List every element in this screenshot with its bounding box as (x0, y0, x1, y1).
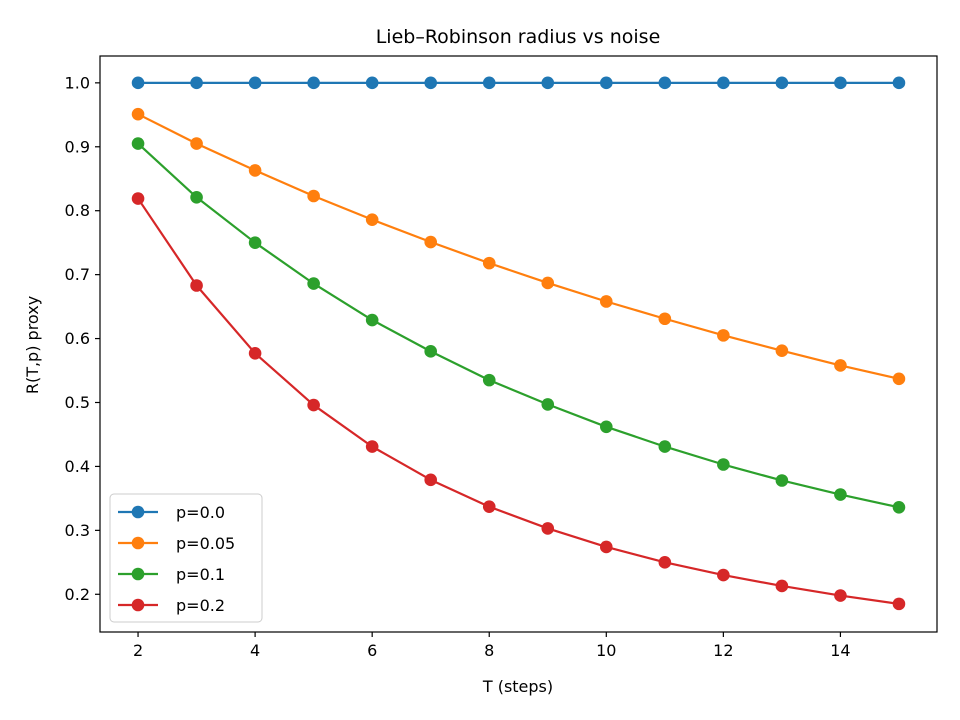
x-tick-label: 2 (133, 641, 143, 660)
legend-box (109, 493, 263, 623)
x-tick-label: 14 (830, 641, 850, 660)
legend-label: p=0.2 (176, 596, 225, 615)
legend-item: p=0.1 (118, 565, 225, 584)
legend-label: p=0.05 (176, 534, 235, 553)
series-p=0.1 (131, 137, 906, 514)
data-point (424, 473, 438, 487)
data-point (248, 76, 262, 90)
y-tick-label: 0.3 (65, 521, 90, 540)
data-point (541, 276, 555, 290)
data-point (424, 76, 438, 90)
plot-area: 2 4 6 8 10 12 14 0.2 0.3 0.4 0.5 0.6 0.7 0.8 0.9 1.0 (65, 55, 938, 660)
data-point (365, 76, 379, 90)
y-tick-label: 0.8 (65, 201, 90, 220)
legend-item: p=0.0 (118, 503, 225, 522)
data-point (658, 76, 672, 90)
data-point (482, 500, 496, 513)
series-line-p=0.2 (137, 197, 900, 605)
data-point (131, 137, 145, 150)
data-point (307, 189, 320, 203)
data-point (775, 76, 789, 90)
data-point (834, 359, 847, 372)
x-tick-label: 6 (367, 641, 377, 660)
data-point (541, 398, 555, 411)
series-p=0.0 (131, 76, 906, 90)
legend-marker (131, 598, 145, 612)
data-point (892, 597, 906, 611)
data-point (541, 76, 555, 90)
data-point (599, 540, 613, 554)
legend-marker (131, 536, 145, 550)
data-point (775, 474, 789, 487)
data-point (717, 329, 730, 342)
data-point (834, 589, 847, 602)
legend-label: p=0.0 (176, 503, 225, 522)
data-point (599, 295, 613, 308)
x-tick-label: 4 (250, 641, 260, 660)
y-tick-label: 0.5 (65, 393, 90, 412)
y-axis-label: R(T,p) proxy (23, 296, 42, 394)
data-point (892, 76, 906, 90)
series-line-p=0.05 (137, 113, 900, 380)
data-point (775, 344, 789, 358)
data-point (131, 107, 145, 121)
data-point (365, 440, 379, 453)
legend-marker (131, 567, 145, 581)
data-point (599, 420, 613, 434)
data-point (717, 458, 730, 471)
legend: p=0.0 p=0.05 p=0.1 p=0.2 (109, 493, 263, 623)
plot-frame (99, 55, 938, 633)
data-point (190, 279, 203, 292)
data-point (190, 190, 203, 204)
x-tick-label: 12 (713, 641, 733, 660)
data-point (892, 501, 906, 514)
data-point (658, 440, 672, 453)
data-point (541, 522, 555, 535)
series-p=0.05 (131, 107, 906, 386)
y-tick-label: 0.9 (65, 137, 90, 156)
x-tick-label: 10 (596, 641, 616, 660)
data-point (775, 579, 789, 593)
series-line-p=0.1 (137, 142, 900, 509)
data-point (482, 256, 496, 270)
data-point (424, 235, 438, 249)
x-tick-label: 8 (484, 641, 494, 660)
data-point (248, 346, 262, 360)
legend-item: p=0.2 (118, 596, 225, 615)
y-tick-label: 1.0 (65, 73, 90, 92)
y-tick-label: 0.7 (65, 265, 90, 284)
data-point (307, 398, 320, 412)
data-point (599, 76, 613, 90)
y-tick-label: 0.6 (65, 329, 90, 348)
chart-title: Lieb–Robinson radius vs noise (376, 26, 661, 48)
data-point (482, 373, 496, 387)
data-point (482, 76, 496, 90)
data-point (248, 164, 262, 177)
y-tick-label: 0.2 (65, 585, 90, 604)
data-point (658, 556, 672, 569)
data-point (892, 372, 906, 386)
legend-item: p=0.05 (118, 534, 235, 553)
data-point (717, 568, 730, 582)
data-point (834, 488, 847, 501)
data-point (365, 313, 379, 327)
x-axis-label: T (steps) (482, 677, 553, 696)
data-point (365, 213, 379, 226)
data-point (307, 76, 320, 90)
y-tick-label: 0.4 (65, 457, 90, 476)
series-p=0.2 (131, 192, 906, 611)
data-point (131, 76, 145, 90)
data-point (307, 277, 320, 290)
data-point (248, 236, 262, 249)
data-point (190, 76, 203, 90)
data-point (834, 76, 847, 90)
data-point (131, 192, 145, 205)
data-point (190, 137, 203, 150)
data-point (424, 345, 438, 358)
legend-label: p=0.1 (176, 565, 225, 584)
data-point (717, 76, 730, 90)
data-point (658, 312, 672, 326)
legend-marker (131, 505, 145, 519)
